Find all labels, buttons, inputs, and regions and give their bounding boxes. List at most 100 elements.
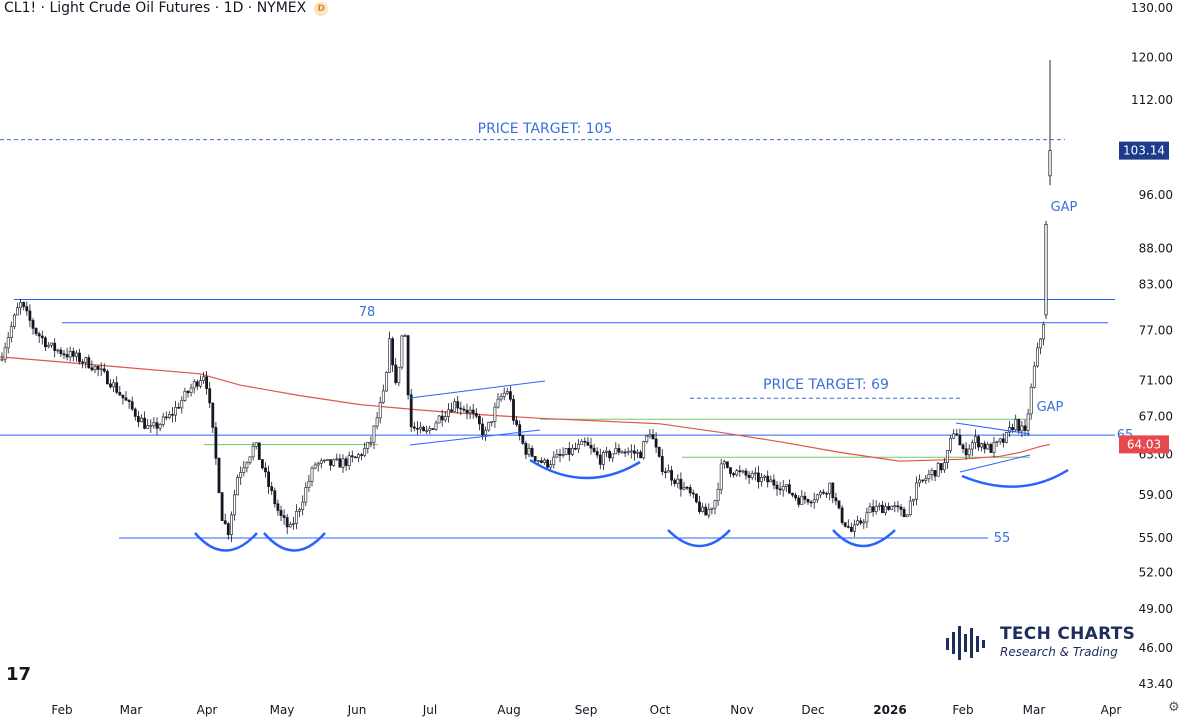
candle-body bbox=[750, 473, 754, 478]
candle-body bbox=[546, 459, 550, 468]
rounded-bottom-arc bbox=[667, 529, 731, 548]
brand-name: TECH CHARTS bbox=[1000, 624, 1136, 644]
candle-body bbox=[998, 438, 1002, 442]
candle-body bbox=[443, 416, 447, 421]
candle-body bbox=[456, 401, 460, 409]
candle-body bbox=[68, 350, 72, 358]
candle-body bbox=[273, 490, 277, 505]
candle-body bbox=[326, 459, 329, 461]
candle-body bbox=[499, 396, 503, 400]
y-tick-label: 52.00 bbox=[1139, 566, 1173, 580]
candle-body bbox=[871, 506, 875, 512]
candle-body bbox=[632, 450, 636, 454]
candle-body bbox=[93, 366, 97, 371]
candle-body bbox=[710, 507, 714, 510]
candle-body bbox=[778, 488, 782, 491]
candle-body bbox=[288, 523, 292, 528]
candle-body bbox=[140, 417, 143, 423]
candle-body bbox=[614, 448, 618, 455]
candle-body bbox=[121, 394, 125, 399]
candle-body bbox=[397, 366, 401, 384]
candle-body bbox=[406, 335, 410, 396]
candle-body bbox=[62, 353, 66, 356]
candle-body bbox=[840, 507, 844, 523]
candle-body bbox=[747, 474, 751, 478]
candle-body bbox=[425, 430, 429, 432]
tradingview-logo[interactable]: 17 bbox=[6, 664, 32, 685]
x-tick-label: Jun bbox=[347, 703, 367, 717]
candle-body bbox=[843, 522, 847, 527]
candle-body bbox=[803, 495, 807, 500]
candle-body bbox=[102, 368, 106, 372]
candle-body bbox=[453, 401, 457, 412]
candle-body bbox=[865, 512, 869, 523]
symbol-title[interactable]: CL1! · Light Crude Oil Futures · 1D · NY… bbox=[4, 0, 307, 16]
candle-body bbox=[217, 457, 221, 493]
level-78-label: 78 bbox=[359, 305, 376, 320]
candle-body bbox=[109, 383, 112, 388]
candle-body bbox=[50, 342, 54, 346]
candle-body bbox=[301, 501, 305, 510]
candle-body bbox=[1001, 438, 1005, 443]
candle-body bbox=[1026, 413, 1030, 431]
candle-body bbox=[31, 320, 35, 329]
y-tick-label: 71.00 bbox=[1139, 374, 1173, 388]
candle-body bbox=[484, 429, 488, 436]
candle-body bbox=[106, 370, 109, 385]
candle-body bbox=[152, 422, 156, 426]
candle-body bbox=[186, 390, 190, 393]
x-tick-label: Nov bbox=[730, 703, 753, 717]
candle-body bbox=[183, 390, 187, 401]
x-tick-label: Apr bbox=[1101, 703, 1122, 717]
x-tick-label: Jul bbox=[422, 703, 437, 717]
candle-body bbox=[1039, 338, 1042, 349]
candle-body bbox=[725, 461, 729, 468]
y-axis[interactable]: 130.00 120.00 112.00 96.00 88.00 83.00 77.00 71… bbox=[1119, 1, 1173, 691]
candle-body bbox=[130, 401, 134, 410]
candle-body bbox=[267, 471, 271, 487]
candle-body bbox=[99, 368, 103, 371]
candle-body bbox=[350, 455, 354, 458]
candle-body bbox=[766, 475, 770, 483]
candle-body bbox=[918, 479, 922, 484]
candle-body bbox=[970, 442, 974, 450]
candle-body bbox=[316, 462, 320, 466]
candle-body bbox=[645, 435, 649, 442]
candle-body bbox=[81, 361, 85, 364]
triangle-upper-line bbox=[409, 380, 546, 399]
candle-body bbox=[967, 448, 971, 456]
candle-body bbox=[199, 380, 202, 387]
x-tick-label: Sep bbox=[575, 703, 598, 717]
candle-body bbox=[508, 391, 512, 400]
candle-body bbox=[133, 408, 137, 417]
candle-body bbox=[465, 409, 469, 414]
candle-body bbox=[124, 397, 128, 401]
x-axis[interactable]: Feb Mar Apr May Jun Jul Aug Sep Oct Nov Dec 2026 Feb… bbox=[51, 703, 1121, 717]
y-tick-label: 112.00 bbox=[1131, 93, 1173, 107]
candle-body bbox=[874, 506, 878, 512]
candle-body bbox=[732, 473, 736, 476]
rounded-bottom-arc bbox=[529, 458, 641, 480]
candle-body bbox=[319, 460, 323, 464]
candle-body bbox=[0, 358, 4, 361]
candle-body bbox=[893, 505, 897, 508]
candle-body bbox=[236, 477, 240, 496]
candlesticks bbox=[0, 59, 1052, 543]
candle-body bbox=[375, 417, 379, 427]
candle-body bbox=[849, 526, 853, 532]
candle-body bbox=[158, 424, 162, 429]
candle-body bbox=[986, 444, 990, 450]
triangle2-lower-line bbox=[959, 454, 1031, 473]
candle-body bbox=[313, 464, 317, 469]
candle-body bbox=[230, 514, 233, 536]
candle-body bbox=[202, 376, 205, 381]
gear-icon[interactable]: ⚙ bbox=[1168, 700, 1180, 715]
candle-body bbox=[431, 428, 435, 430]
candle-body bbox=[828, 482, 832, 494]
candle-body bbox=[1014, 419, 1018, 431]
candle-body bbox=[936, 463, 940, 477]
candle-body bbox=[295, 510, 298, 524]
brand-tagline: Research & Trading bbox=[1000, 645, 1118, 659]
x-tick-label: Aug bbox=[497, 703, 520, 717]
